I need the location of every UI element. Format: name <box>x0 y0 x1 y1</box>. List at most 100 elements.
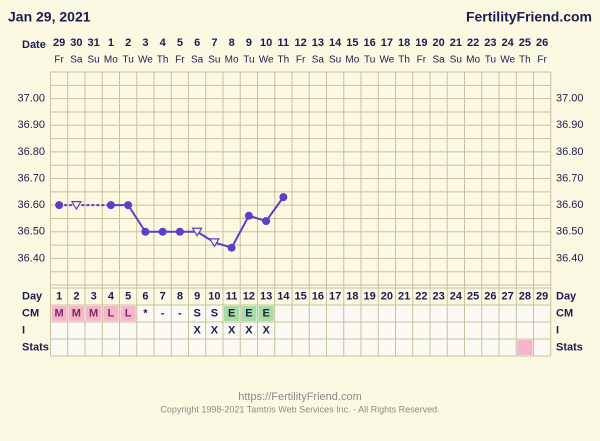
day-number: 22 <box>415 290 427 302</box>
cm-value: - <box>161 307 165 319</box>
row-label-right: CM <box>556 307 573 319</box>
temp-point <box>124 201 133 210</box>
y-tick-label-right: 36.40 <box>556 252 584 264</box>
chart-title: Jan 29, 2021 <box>8 9 91 25</box>
cm-cell <box>68 306 84 321</box>
y-tick-label-right: 36.50 <box>556 226 584 238</box>
day-number: 7 <box>160 290 166 302</box>
row-label-right: Stats <box>556 341 583 353</box>
weekday: Mo <box>345 55 359 66</box>
temp-point <box>244 211 253 220</box>
weekday: Fr <box>417 55 427 66</box>
y-tick-label: 36.70 <box>17 172 45 184</box>
cm-value: E <box>228 307 235 319</box>
temp-point-open <box>70 201 82 211</box>
weekday: Th <box>398 55 410 66</box>
cm-cell <box>224 306 240 321</box>
date: 12 <box>295 37 307 49</box>
date: 2 <box>125 37 131 49</box>
day-number: 18 <box>346 290 358 302</box>
date: 17 <box>381 37 393 49</box>
i-value: X <box>245 324 253 336</box>
weekday: Th <box>157 55 169 66</box>
y-tick-label: 36.50 <box>17 226 45 238</box>
day-number: 20 <box>381 290 393 302</box>
weekday: Fr <box>175 55 185 66</box>
y-tick-label: 36.60 <box>17 199 45 211</box>
date: 7 <box>211 37 217 49</box>
day-number: 16 <box>312 290 324 302</box>
temp-point <box>262 217 271 226</box>
weekday: Su <box>208 55 220 66</box>
cm-value: E <box>245 307 252 319</box>
weekday: Fr <box>537 55 547 66</box>
date: 6 <box>194 37 200 49</box>
temp-segment <box>265 196 285 222</box>
y-tick-label-right: 36.60 <box>556 199 584 211</box>
date: 26 <box>536 37 548 49</box>
cm-cell <box>103 306 119 321</box>
date: 14 <box>329 37 342 49</box>
date: 10 <box>260 37 272 49</box>
day-number: 3 <box>91 290 97 302</box>
day-number: 2 <box>73 290 79 302</box>
day-number: 10 <box>208 290 220 302</box>
cm-value: S <box>211 307 218 319</box>
cm-cell <box>51 306 67 321</box>
date: 21 <box>450 37 462 49</box>
temp-segment <box>127 204 147 233</box>
weekday: Th <box>519 55 531 66</box>
weekday: Fr <box>54 55 64 66</box>
site-name: FertilityFriend.com <box>466 9 592 25</box>
day-number: 9 <box>194 290 200 302</box>
cm-value: - <box>178 307 182 319</box>
y-tick-label-right: 36.70 <box>556 172 584 184</box>
weekday: Fr <box>296 55 306 66</box>
row-label: Stats <box>22 341 49 353</box>
cm-value: L <box>108 307 115 319</box>
weekday: Mo <box>225 55 239 66</box>
day-number: 4 <box>108 290 115 302</box>
day-number: 26 <box>484 290 496 302</box>
cm-value: M <box>72 307 81 319</box>
temp-point-open <box>191 227 203 237</box>
row-label: I <box>22 324 25 336</box>
day-number: 27 <box>502 290 514 302</box>
date: 23 <box>484 37 496 49</box>
day-number: 13 <box>260 290 272 302</box>
day-number: 28 <box>519 290 531 302</box>
weekday: Su <box>450 55 462 66</box>
y-tick-label: 36.90 <box>17 119 45 131</box>
weekday: Mo <box>104 55 118 66</box>
day-number: 11 <box>226 290 238 302</box>
weekday: Sa <box>433 55 446 66</box>
date: 11 <box>278 37 290 49</box>
date: 20 <box>433 37 445 49</box>
weekday: We <box>259 55 274 66</box>
date: 5 <box>177 37 183 49</box>
y-tick-label-right: 37.00 <box>556 93 584 105</box>
date: 15 <box>346 37 358 49</box>
date: 18 <box>398 37 410 49</box>
day-number: 5 <box>125 290 131 302</box>
y-tick-label: 36.80 <box>17 146 45 158</box>
temp-point <box>141 227 150 236</box>
i-value: X <box>211 324 219 336</box>
date: 22 <box>467 37 479 49</box>
footer-copyright: Copyright 1998-2021 Tamtris Web Services… <box>160 404 439 414</box>
y-tick-label-right: 36.90 <box>556 119 584 131</box>
cm-value: * <box>143 307 148 319</box>
weekday: Mo <box>466 55 480 66</box>
day-number: 17 <box>329 290 341 302</box>
row-label-right: I <box>556 324 559 336</box>
date: 16 <box>364 37 376 49</box>
weekday: Tu <box>364 55 375 66</box>
day-number: 29 <box>536 290 548 302</box>
row-label: CM <box>22 307 39 319</box>
day-number: 19 <box>364 290 376 302</box>
cm-value: S <box>193 307 200 319</box>
temp-point <box>106 201 115 210</box>
row-label-right: Day <box>556 290 577 302</box>
